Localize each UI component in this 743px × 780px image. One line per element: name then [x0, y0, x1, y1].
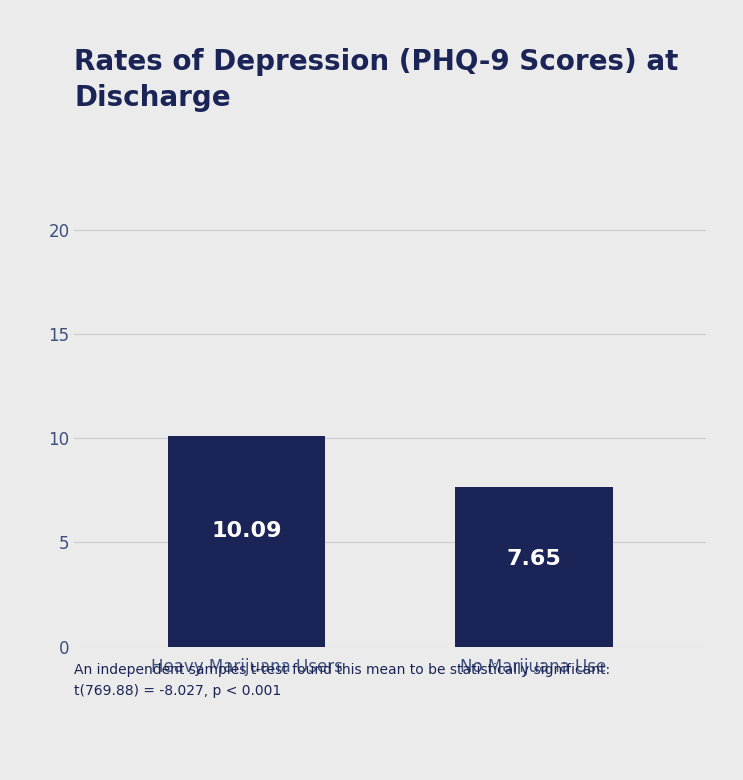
Text: 7.65: 7.65 — [506, 549, 561, 569]
Bar — [168, 437, 325, 647]
Text: 10.09: 10.09 — [211, 521, 282, 541]
Bar — [455, 488, 612, 647]
Text: An independent samples t-test found this mean to be statistically significant:
t: An independent samples t-test found this… — [74, 663, 611, 698]
Text: Rates of Depression (PHQ-9 Scores) at
Discharge: Rates of Depression (PHQ-9 Scores) at Di… — [74, 48, 678, 112]
